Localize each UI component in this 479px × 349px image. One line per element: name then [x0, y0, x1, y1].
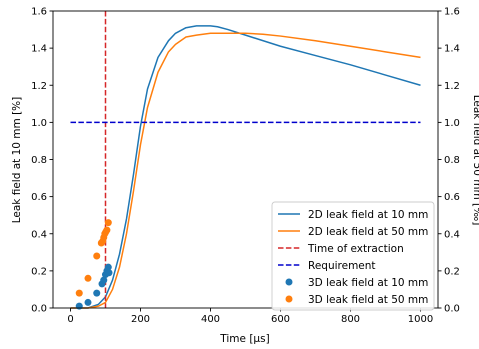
y-tick-label-left: 1.2: [31, 81, 47, 92]
legend-marker-3d-leak-field-at-10-mm: [285, 278, 293, 286]
data-point-3d-leak-field-at-50-mm: [75, 289, 83, 297]
legend-label-3d-leak-field-at-10-mm: 3D leak field at 10 mm: [308, 277, 428, 289]
y-tick-label-right: 1.2: [444, 81, 460, 92]
data-point-3d-leak-field-at-10-mm: [93, 289, 101, 297]
legend-label-time-of-extraction: Time of extraction: [307, 243, 404, 255]
legend-label-2d-leak-field-at-10-mm: 2D leak field at 10 mm: [308, 209, 428, 221]
y-tick-label-left: 1.4: [31, 44, 47, 55]
x-tick-label: 1000: [408, 314, 433, 325]
y-tick-label-right: 0.6: [444, 192, 460, 203]
y-tick-label-left: 1.0: [31, 118, 47, 129]
y-tick-label-left: 1.6: [31, 7, 47, 18]
y-tick-label-left: 0.2: [31, 266, 47, 277]
legend-marker-3d-leak-field-at-50-mm: [285, 295, 293, 303]
y-tick-label-left: 0.0: [31, 304, 47, 315]
x-tick-label: 0: [67, 314, 73, 325]
legend-label-3d-leak-field-at-50-mm: 3D leak field at 50 mm: [308, 294, 428, 306]
y-tick-label-left: 0.4: [31, 229, 47, 240]
legend: 2D leak field at 10 mm 2D leak field at 5…: [271, 201, 435, 311]
data-point-3d-leak-field-at-10-mm: [100, 276, 108, 284]
x-tick-label: 800: [341, 314, 360, 325]
legend-box: [271, 201, 435, 311]
x-tick-label: 400: [201, 314, 220, 325]
legend-label-requirement: Requirement: [308, 260, 376, 272]
data-point-3d-leak-field-at-10-mm: [105, 269, 113, 277]
y-tick-label-right: 0.4: [444, 229, 460, 240]
y-axis-label-right: Leak field at 50 mm [‰]: [471, 95, 479, 226]
y-tick-label-right: 0.0: [444, 304, 460, 315]
y-tick-label-left: 0.6: [31, 192, 47, 203]
axes-layer: 0 200 400 600 800 1000 0.0 0.0 0.2 0.2 0.4 0.4 0.6 0.…: [31, 7, 460, 326]
legend-label-2d-leak-field-at-50-mm: 2D leak field at 50 mm: [308, 226, 428, 238]
data-point-3d-leak-field-at-10-mm: [104, 263, 112, 271]
data-point-3d-leak-field-at-10-mm: [75, 302, 83, 310]
data-point-3d-leak-field-at-50-mm: [93, 252, 101, 260]
data-point-3d-leak-field-at-50-mm: [84, 274, 92, 282]
data-point-3d-leak-field-at-10-mm: [84, 298, 92, 306]
y-tick-label-right: 1.4: [444, 44, 460, 55]
x-tick-label: 600: [271, 314, 290, 325]
series-line-2d-leak-field-at-50-mm: [70, 32, 421, 309]
y-axis-label-left: Leak field at 10 mm [%]: [11, 97, 23, 224]
y-tick-label-right: 1.0: [444, 118, 460, 129]
data-point-3d-leak-field-at-50-mm: [103, 226, 111, 234]
y-tick-label-left: 0.8: [31, 155, 47, 166]
x-axis-label: Time [μs]: [219, 333, 269, 345]
data-point-3d-leak-field-at-50-mm: [104, 219, 112, 227]
series-layer: [70, 11, 421, 310]
y-tick-label-right: 0.2: [444, 266, 460, 277]
y-tick-label-right: 1.6: [444, 7, 460, 18]
y-tick-label-right: 0.8: [444, 155, 460, 166]
series-line-2d-leak-field-at-10-mm: [70, 25, 421, 309]
x-tick-label: 200: [131, 314, 150, 325]
